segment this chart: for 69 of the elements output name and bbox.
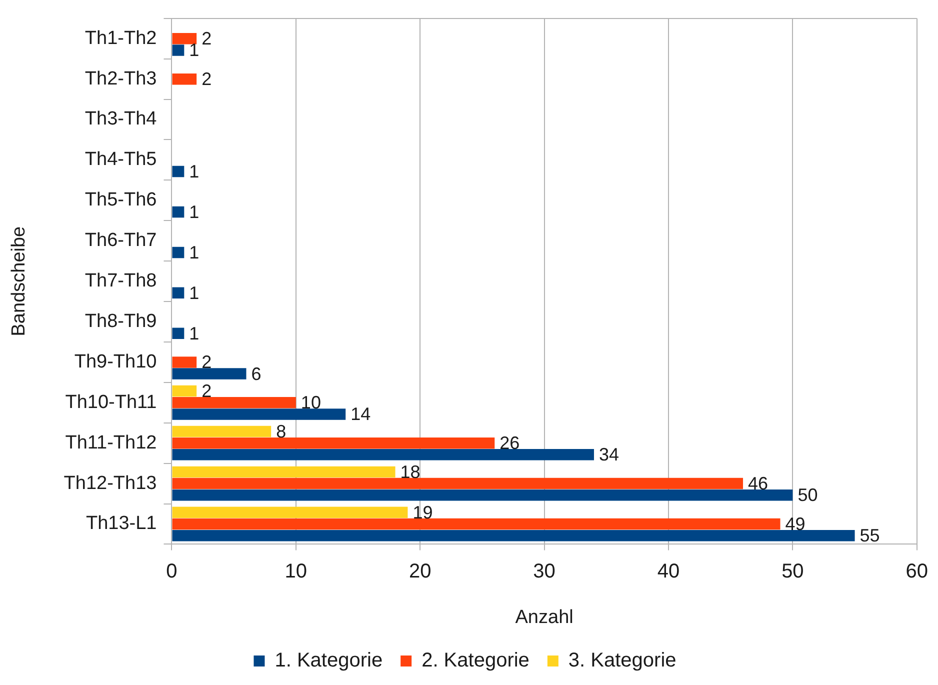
bar: [172, 506, 408, 518]
x-tick-label: 60: [906, 560, 928, 583]
y-tick-label: Th1-Th2: [84, 28, 157, 49]
data-label: 2: [202, 381, 212, 402]
x-tick-label: 30: [533, 560, 556, 583]
bar: [172, 356, 197, 368]
bar: [172, 206, 184, 218]
bar: [172, 437, 495, 449]
y-tick-label: Th12-Th13: [64, 472, 157, 494]
y-tick-label: Th7-Th8: [84, 270, 157, 292]
y-tick-label: Th6-Th7: [84, 230, 157, 252]
x-tick-label: 20: [408, 560, 432, 583]
data-label: 6: [251, 364, 262, 384]
data-label: 55: [860, 526, 880, 546]
data-label: 1: [189, 202, 200, 222]
bar: [172, 449, 594, 460]
data-label: 2: [202, 69, 212, 90]
y-tick-label: Th13-L1: [86, 513, 157, 534]
data-label: 2: [202, 352, 212, 372]
bar: [172, 73, 197, 85]
bar: [172, 287, 184, 299]
x-axis-title: Anzahl: [515, 606, 574, 628]
y-tick-label: Th8-Th9: [84, 310, 157, 332]
y-tick-label: Th9-Th10: [74, 351, 157, 372]
x-tick-label: 50: [782, 560, 804, 583]
bar: [172, 166, 184, 178]
legend-label: 3. Kategorie: [568, 650, 676, 672]
bar: [172, 408, 346, 420]
bar: [172, 397, 296, 408]
data-label: 46: [748, 474, 768, 494]
bar: [172, 530, 855, 542]
data-label: 10: [300, 392, 321, 413]
bar: [172, 518, 780, 530]
data-label: 49: [785, 514, 806, 534]
y-tick-label: Th3-Th4: [84, 108, 158, 130]
x-tick-label: 10: [284, 560, 308, 583]
data-label: 2: [202, 28, 212, 49]
bar: [172, 368, 246, 380]
legend-label: 2. Kategorie: [422, 650, 530, 672]
data-label: 1: [189, 162, 200, 182]
bar: [172, 466, 396, 478]
data-label: 14: [350, 404, 371, 424]
bar: [172, 478, 744, 490]
data-label: 19: [412, 502, 433, 522]
x-tick-label: 40: [657, 560, 680, 583]
data-label: 1: [189, 242, 200, 262]
x-tick-label: 0: [166, 560, 178, 583]
data-label: 18: [400, 462, 420, 482]
data-label: 34: [598, 444, 620, 465]
data-label: 1: [189, 282, 200, 303]
y-tick-label: Th5-Th6: [84, 190, 157, 211]
y-tick-label: Th2-Th3: [84, 68, 157, 90]
bar: [172, 426, 272, 438]
data-label: 26: [500, 433, 520, 454]
legend-label: 1. Kategorie: [274, 650, 383, 672]
data-label: 8: [276, 421, 286, 442]
data-label: 1: [189, 323, 200, 344]
bar: [172, 385, 197, 397]
bar: [172, 490, 793, 501]
bar: [172, 328, 184, 339]
data-label: 50: [798, 485, 818, 506]
y-axis-title: Bandscheibe: [8, 226, 30, 336]
bar: [172, 33, 197, 44]
data-label: 1: [189, 40, 200, 60]
y-tick-label: Th11-Th12: [65, 432, 157, 454]
y-tick-label: Th10-Th11: [65, 392, 157, 413]
y-tick-label: Th4-Th5: [84, 149, 157, 170]
bar: [172, 44, 184, 56]
bar: [172, 246, 184, 258]
